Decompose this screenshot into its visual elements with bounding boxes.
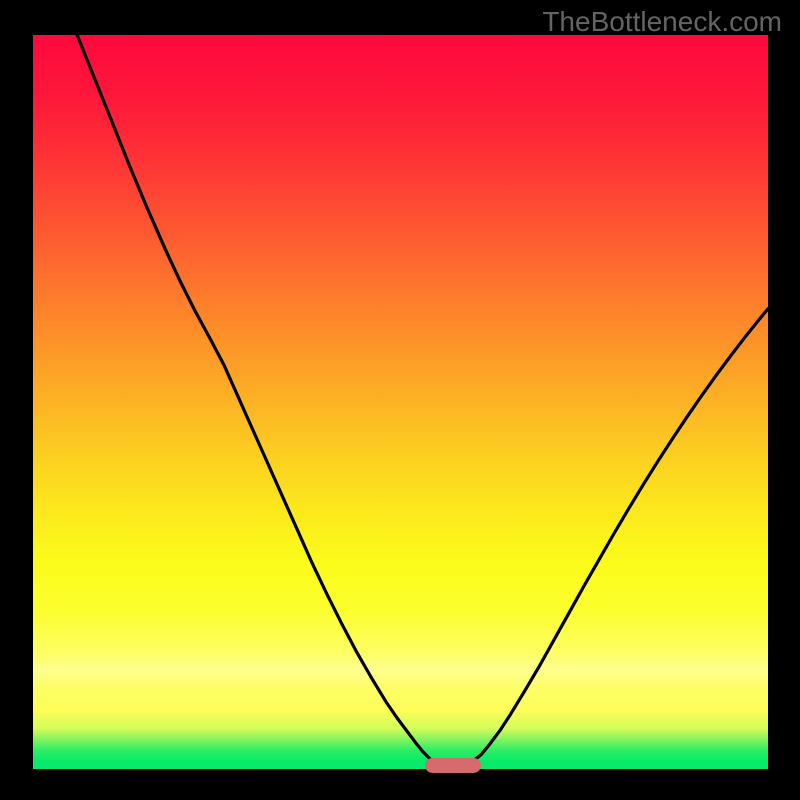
chart-container: TheBottleneck.com bbox=[0, 0, 800, 800]
bottleneck-curve bbox=[33, 35, 768, 769]
optimal-range-marker bbox=[425, 758, 481, 773]
watermark-text: TheBottleneck.com bbox=[542, 6, 782, 38]
plot-area bbox=[33, 35, 768, 769]
